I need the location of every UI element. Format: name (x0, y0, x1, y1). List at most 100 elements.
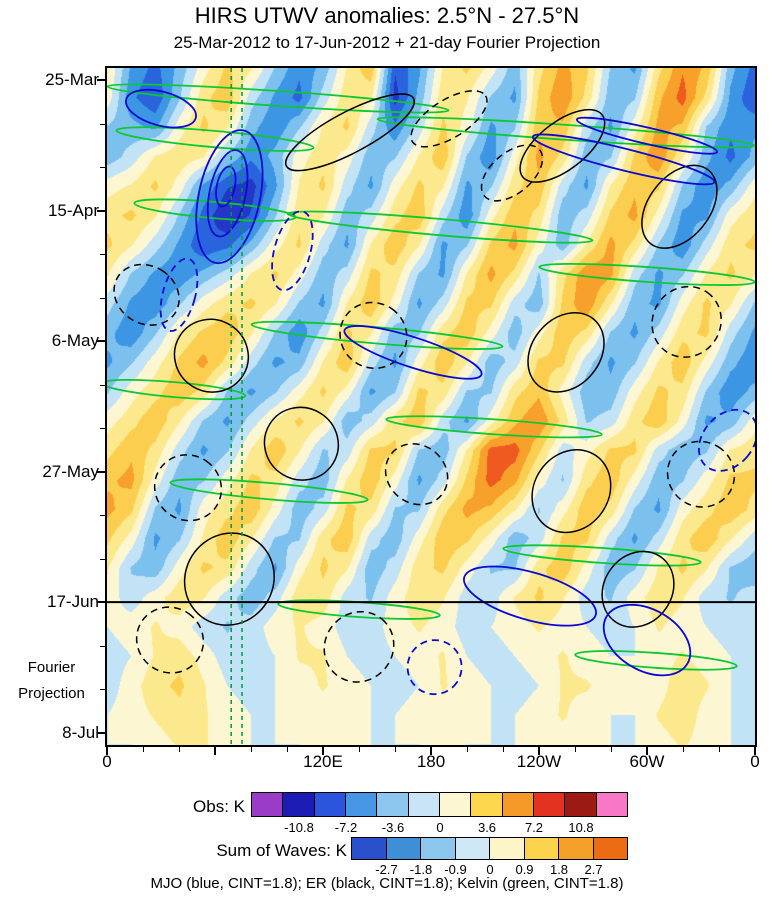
er-contour (384, 443, 449, 506)
colorbar-segment (344, 792, 378, 817)
colorbar-segment (558, 837, 594, 860)
kelvin-contour (107, 83, 450, 114)
er-contour (527, 311, 605, 393)
x-minor-tick (503, 747, 504, 752)
x-minor-tick (179, 747, 180, 752)
kelvin-contour (277, 599, 441, 620)
wave-legend-caption: MJO (blue, CINT=1.8); ER (black, CINT=1.… (150, 875, 624, 892)
colorbar-segment (282, 792, 315, 817)
x-major-tick (106, 747, 108, 755)
mjo-contour (215, 165, 237, 208)
x-major-tick (538, 747, 540, 755)
x-minor-tick (251, 747, 252, 752)
x-minor-tick (359, 747, 360, 752)
y-minor-tick (100, 123, 105, 125)
mjo-contour (206, 149, 249, 238)
mjo-contour (195, 129, 264, 265)
obs-colorbar-label: Obs: K (193, 797, 245, 816)
mjo-contour (463, 565, 597, 627)
x-major-tick (430, 747, 432, 755)
colorbar-segment (470, 792, 503, 817)
x-minor-tick (575, 747, 576, 752)
chart-subtitle: 25-Mar-2012 to 17-Jun-2012 + 21-day Four… (173, 33, 601, 52)
colorbar-segment (407, 792, 440, 817)
x-tick-label: 120W (516, 752, 562, 771)
er-contour (284, 93, 416, 172)
y-minor-tick (100, 515, 105, 517)
kelvin-contour (538, 263, 755, 286)
colorbar-tick-label: 1.8 (549, 862, 569, 877)
x-tick-label: 0 (750, 752, 760, 771)
er-contour (135, 606, 205, 674)
x-minor-tick (467, 747, 468, 752)
x-minor-tick (395, 747, 396, 752)
fourier-projection-note: Fourier Projection (4, 655, 99, 707)
y-minor-tick (100, 384, 105, 386)
x-major-tick (646, 747, 648, 755)
colorbar-segment (489, 837, 525, 860)
mjo-contour (602, 603, 692, 677)
kelvin-contour (286, 210, 594, 244)
y-minor-tick (100, 558, 105, 560)
er-contour (153, 454, 223, 522)
y-tick-label: 25-Mar (45, 70, 99, 90)
x-minor-tick (287, 747, 288, 752)
y-major-tick (97, 731, 105, 734)
er-contour (339, 301, 408, 370)
colorbar-segment (454, 837, 490, 860)
y-minor-tick (100, 645, 105, 647)
kelvin-contour (385, 415, 603, 439)
wave-contour-overlay (107, 68, 755, 745)
colorbar-tick-label: -2.7 (375, 862, 398, 877)
er-contour (183, 532, 275, 626)
er-contour (531, 449, 612, 534)
kelvin-contour (250, 320, 504, 350)
plot-area (105, 66, 757, 747)
colorbar-tick-label: -1.8 (409, 862, 433, 877)
x-major-tick (322, 747, 324, 755)
mjo-contour (159, 257, 199, 332)
obs-colorbar (251, 792, 628, 817)
colorbar-tick-label: 10.8 (568, 820, 594, 835)
colorbar-tick-label: 0 (486, 862, 494, 877)
colorbar-segment (385, 837, 421, 860)
colorbar-segment (376, 792, 409, 817)
er-contour (601, 550, 675, 628)
colorbar-tick-label: -7.2 (334, 820, 358, 835)
er-contour (519, 108, 606, 183)
x-minor-tick (683, 747, 684, 752)
mjo-contour (406, 639, 463, 696)
kelvin-contour (376, 116, 755, 149)
colorbar-tick-label: -3.6 (381, 820, 405, 835)
colorbar-tick-label: 2.7 (584, 862, 603, 877)
x-tick-label: 180 (416, 752, 446, 771)
kelvin-contour (502, 544, 702, 567)
x-major-tick (214, 747, 216, 755)
y-tick-label: 15-Apr (47, 200, 99, 220)
y-tick-label: 8-Jul (62, 722, 99, 742)
colorbar-tick-label: 0.9 (515, 862, 534, 877)
kelvin-contour (107, 378, 247, 401)
kelvin-contour (133, 198, 297, 222)
colorbar-segment (501, 792, 534, 817)
colorbar-segment (420, 837, 456, 860)
er-contour (323, 610, 395, 683)
mjo-contour (575, 116, 719, 155)
colorbar-tick-label: -0.9 (444, 862, 467, 877)
mjo-contour (343, 325, 483, 380)
colorbar-segment (251, 792, 284, 817)
y-minor-tick (100, 689, 105, 691)
colorbar-segment (313, 792, 346, 817)
er-contour (480, 144, 544, 202)
mjo-contour (698, 408, 755, 472)
y-tick-label: 6-May (51, 331, 99, 351)
y-major-tick (97, 209, 105, 212)
x-minor-tick (719, 747, 720, 752)
x-minor-tick (611, 747, 612, 752)
colorbar-segment (438, 792, 472, 817)
mjo-contour (531, 133, 716, 186)
er-contour (410, 90, 488, 148)
sum-of-waves-colorbar (351, 837, 628, 860)
y-tick-label: 27-May (42, 461, 99, 481)
